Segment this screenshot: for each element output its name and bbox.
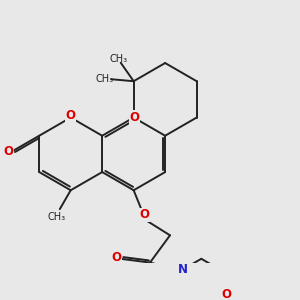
Text: O: O: [3, 145, 13, 158]
Text: O: O: [111, 250, 121, 264]
Text: O: O: [66, 109, 76, 122]
Text: O: O: [140, 208, 150, 221]
Text: O: O: [221, 288, 231, 300]
Text: O: O: [130, 111, 140, 124]
Text: CH₃: CH₃: [48, 212, 66, 222]
Text: CH₃: CH₃: [109, 54, 127, 64]
Text: N: N: [178, 263, 188, 276]
Text: CH₃: CH₃: [96, 74, 114, 84]
